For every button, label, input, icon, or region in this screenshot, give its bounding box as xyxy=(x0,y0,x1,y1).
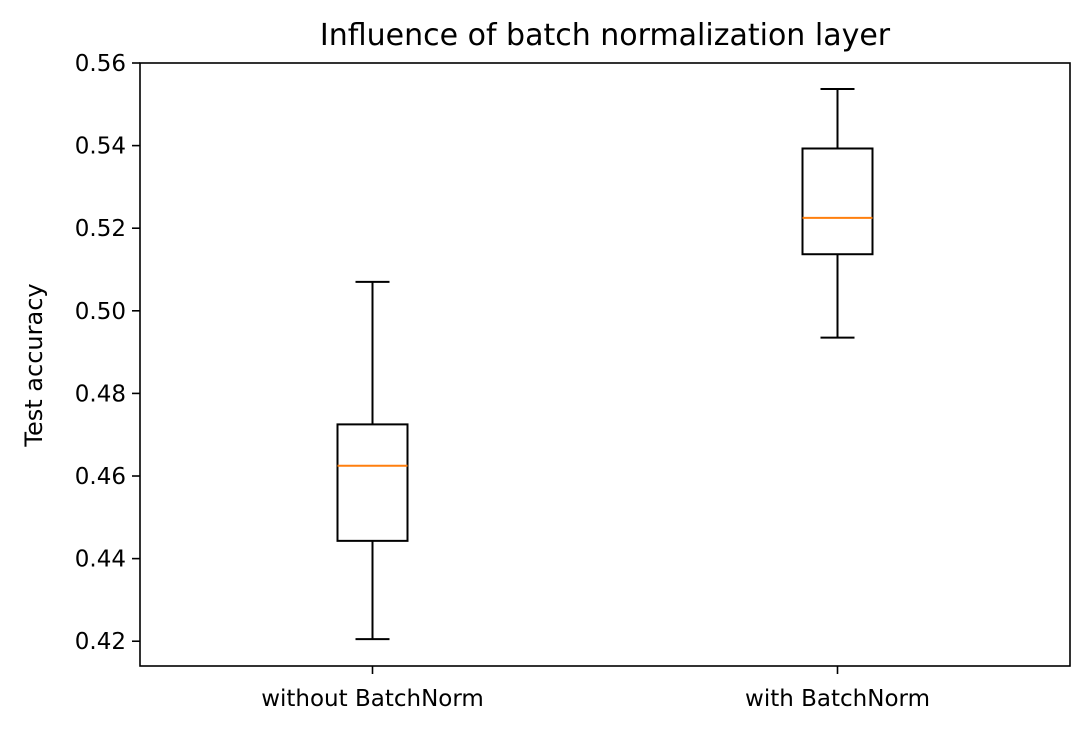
y-tick-label: 0.48 xyxy=(75,381,126,407)
y-tick-label: 0.56 xyxy=(75,51,126,77)
y-tick-label: 0.52 xyxy=(75,216,126,242)
chart-title: Influence of batch normalization layer xyxy=(320,18,891,53)
plot-frame xyxy=(139,62,1071,667)
x-tick-label: without BatchNorm xyxy=(261,686,484,712)
y-tick-label: 0.42 xyxy=(75,629,126,655)
y-tick-label: 0.46 xyxy=(75,464,126,490)
y-axis-label: Test accuracy xyxy=(20,283,48,447)
box-iqr xyxy=(801,147,874,256)
plot-area: 0.42 0.44 0.46 0.48 0.50 0.52 0.54 0.56 without … xyxy=(75,51,1071,712)
box-iqr xyxy=(336,423,409,542)
x-tick-label: with BatchNorm xyxy=(745,686,930,712)
y-tick-label: 0.50 xyxy=(75,299,126,325)
y-tick-label: 0.44 xyxy=(75,547,126,573)
y-tick-label: 0.54 xyxy=(75,134,126,160)
